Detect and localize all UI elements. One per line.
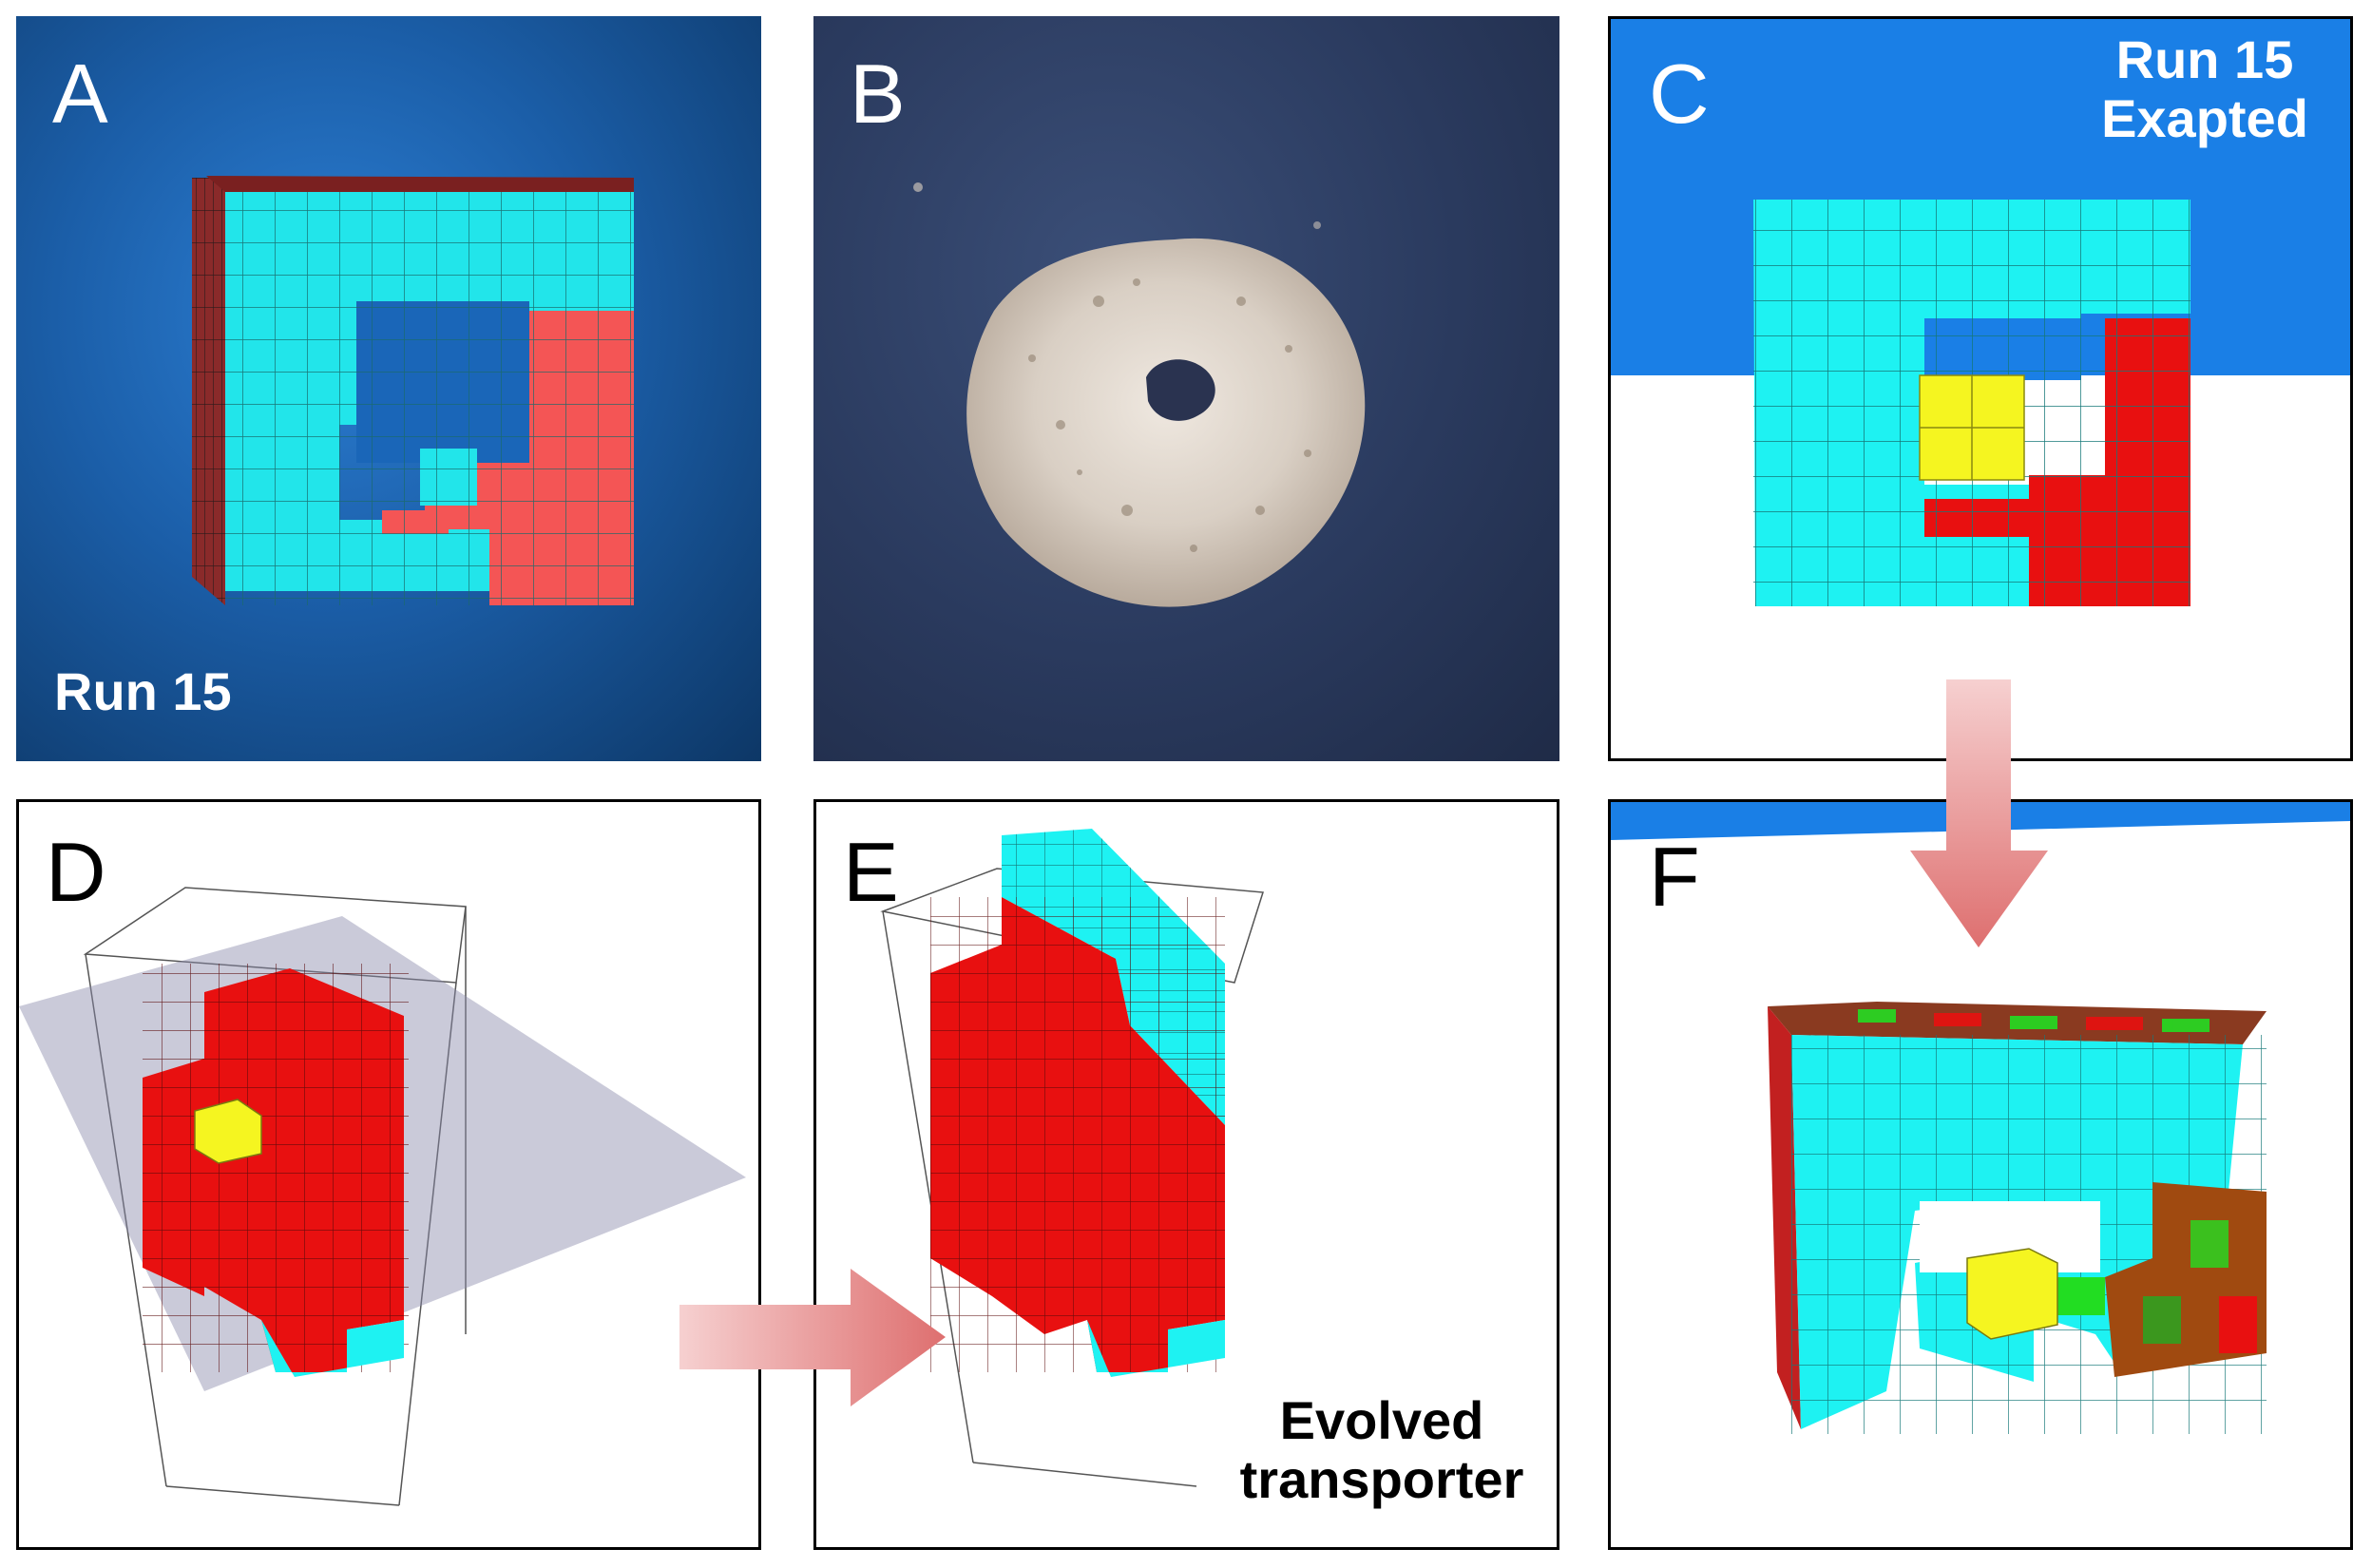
panel-d-voxel-render [19,887,746,1506]
panel-a-caption: Run 15 [54,661,232,721]
panel-e-caption: Evolved transporter [1225,1391,1539,1508]
panel-letter-e: E [843,825,899,919]
panel-letter-c: C [1649,47,1710,141]
panel-letter-d: D [46,825,106,919]
panel-f: F [1608,799,2353,1550]
panel-a-voxel-render [192,176,634,605]
panel-d: D [16,799,761,1550]
panel-b-photo [913,182,1366,607]
panel-f-voxel-render [1611,802,2350,1434]
panel-e-caption-line1: Evolved [1279,1390,1484,1450]
panel-letter-a: A [52,47,108,141]
panel-e-caption-line2: transporter [1239,1448,1524,1509]
panel-c-caption-line2: Exapted [2101,87,2308,148]
donut-hole [1146,359,1215,421]
panel-c-caption-line1: Run 15 [2115,29,2294,89]
panel-c-voxel-render [1611,19,2350,758]
panel-e-voxel-render [880,829,1264,1487]
panel-letter-f: F [1649,830,1700,924]
arrow-down [1910,679,2048,947]
panel-c: C Run 15 Exapted [1608,16,2353,761]
panel-b: B [813,16,1559,761]
panel-letter-b: B [850,47,906,141]
donut-organoid [966,238,1366,607]
yellow-cargo-block [194,1099,262,1164]
panel-c-caption: Run 15 Exapted [2076,30,2333,147]
bounding-wireframe [83,887,467,1506]
yellow-cargo-block [1966,1248,2058,1340]
arrow-right [679,1269,946,1406]
cyan-base [261,1320,404,1377]
panel-a: A Run 15 [16,16,761,761]
cyan-base [1087,1320,1225,1377]
panel-e: E Evolved transporter [813,799,1559,1550]
